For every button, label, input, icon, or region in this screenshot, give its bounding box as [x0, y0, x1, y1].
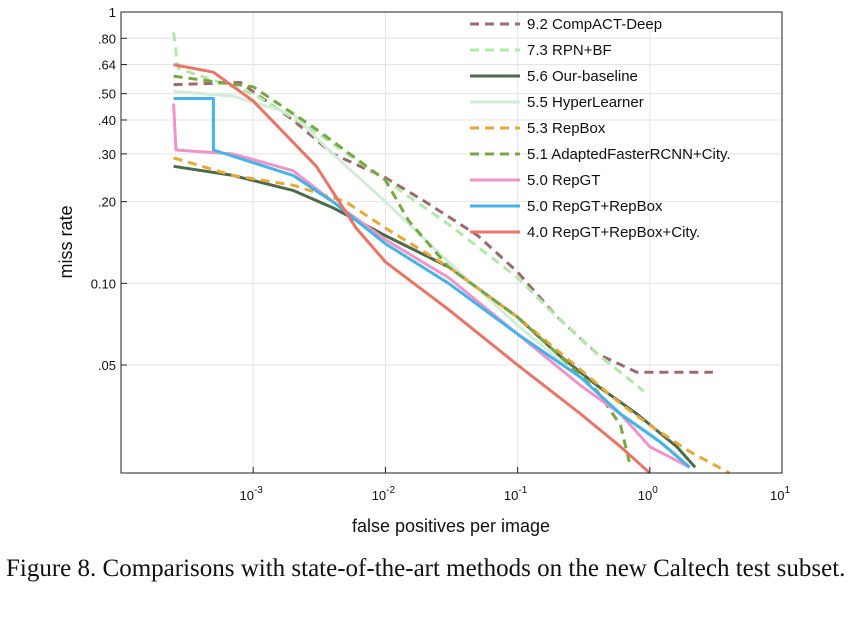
- y-tick-label: .50: [98, 87, 116, 102]
- legend-label: 5.5 HyperLearner: [527, 94, 644, 111]
- series-line: [173, 63, 651, 475]
- axis-ticks: 10-3 10-2 10-1 100 101 1 .80 .64 .50 .40 .30 .20 0.1…: [91, 5, 791, 503]
- legend-label: 5.6 Our-baseline: [527, 68, 638, 85]
- y-tick-label: 1: [109, 5, 116, 20]
- plot-frame: [120, 11, 783, 474]
- y-axis-label: miss rate: [56, 205, 76, 278]
- legend-label: 5.1 AdaptedFasterRCNN+City.: [527, 146, 731, 163]
- y-tick-label: .80: [98, 31, 116, 46]
- y-tick-label: .30: [98, 147, 116, 162]
- grid: [121, 11, 783, 473]
- series-lines: [172, 32, 731, 475]
- figure-caption: Figure 8. Comparisons with state-of-the-…: [6, 555, 846, 582]
- y-tick-label: .20: [98, 195, 116, 210]
- series-line: [172, 32, 645, 393]
- legend-label: 5.0 RepGT: [527, 172, 600, 189]
- x-tick-label: 10-1: [504, 485, 528, 503]
- legend: 9.2 CompACT-Deep 7.3 RPN+BF 5.6 Our-baseli…: [470, 16, 731, 241]
- x-tick-label: 100: [638, 485, 658, 503]
- legend-label: 9.2 CompACT-Deep: [527, 16, 662, 33]
- x-axis-label: false positives per image: [352, 516, 550, 536]
- legend-label: 5.3 RepBox: [527, 120, 606, 137]
- x-tick-label: 101: [770, 485, 790, 503]
- x-tick-label: 10-3: [240, 485, 264, 503]
- legend-label: 4.0 RepGT+RepBox+City.: [527, 224, 700, 241]
- y-tick-label: .05: [98, 358, 116, 373]
- legend-label: 5.0 RepGT+RepBox: [527, 198, 663, 215]
- miss-rate-chart: 10-3 10-2 10-1 100 101 1 .80 .64 .50 .40 .30 .20 0.1…: [56, 5, 791, 536]
- plot-area: [121, 12, 782, 473]
- x-tick-label: 10-2: [372, 485, 396, 503]
- series-line: [173, 97, 691, 469]
- legend-label: 7.3 RPN+BF: [527, 42, 612, 59]
- y-tick-label: .64: [98, 58, 116, 73]
- y-tick-label: .40: [98, 113, 116, 128]
- series-line: [173, 156, 731, 475]
- y-tick-label: 0.10: [91, 276, 116, 291]
